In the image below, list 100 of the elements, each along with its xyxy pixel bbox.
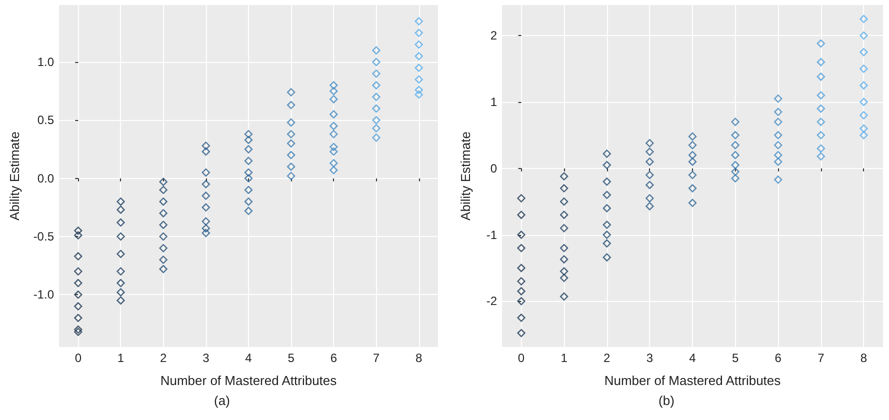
point: [74, 267, 82, 276]
point: [560, 172, 568, 180]
point: [560, 244, 568, 252]
point: [860, 14, 868, 24]
x-tick-label: 8: [860, 351, 868, 365]
point: [202, 203, 210, 212]
point: [244, 145, 253, 154]
x-axis-title: Number of Mastered Attributes: [604, 373, 782, 388]
point: [202, 224, 210, 232]
point: [286, 162, 296, 171]
point: [330, 110, 338, 118]
x-tick-label: 5: [732, 351, 739, 365]
point: [116, 218, 125, 227]
point: [414, 90, 423, 99]
point: [816, 131, 826, 140]
x-tick-label: 2: [604, 351, 611, 365]
point: [244, 197, 253, 206]
point: [202, 180, 210, 188]
x-tick-label: 1: [117, 351, 124, 365]
point: [286, 139, 296, 148]
point: [517, 328, 526, 338]
point: [330, 142, 338, 152]
point: [688, 184, 697, 192]
x-tick-label: 2: [160, 351, 167, 365]
point: [731, 141, 740, 150]
point: [244, 136, 253, 144]
point: [330, 81, 338, 90]
point: [74, 325, 82, 334]
x-tick-label: 6: [774, 351, 782, 365]
point: [602, 220, 611, 229]
point: [602, 230, 611, 239]
point: [414, 86, 423, 94]
point: [860, 81, 868, 90]
point: [860, 111, 868, 120]
point: [560, 197, 568, 206]
point: [602, 178, 611, 186]
point: [816, 39, 826, 48]
y-tick-label: 2: [490, 28, 498, 43]
point: [74, 302, 82, 310]
point: [372, 134, 380, 142]
point: [159, 220, 168, 229]
point: [517, 210, 526, 219]
point: [560, 210, 568, 219]
y-axis-title: Ability Estimate: [7, 132, 22, 220]
point: [202, 228, 210, 238]
point: [414, 64, 423, 72]
point: [159, 232, 168, 241]
point: [286, 130, 296, 138]
point: [860, 64, 868, 73]
point: [774, 141, 782, 150]
point: [602, 160, 611, 170]
point: [646, 158, 654, 166]
point: [372, 46, 380, 54]
point: [372, 104, 380, 113]
point: [731, 118, 740, 126]
point: [244, 206, 253, 215]
point: [74, 226, 82, 235]
point: [774, 118, 782, 126]
point: [116, 250, 125, 258]
point: [244, 130, 253, 138]
x-tick-label: 1: [560, 351, 568, 365]
y-tick-label: 1: [490, 94, 498, 109]
y-tick-label: -2: [486, 294, 498, 308]
point: [646, 194, 654, 202]
point: [159, 186, 168, 194]
point: [731, 131, 740, 140]
point: [731, 150, 740, 160]
y-tick-label: 0.5: [37, 113, 54, 128]
point: [688, 158, 697, 166]
point: [517, 244, 526, 252]
point: [602, 253, 611, 262]
point: [816, 91, 826, 100]
point: [774, 131, 782, 140]
point: [602, 150, 611, 158]
x-tick-label: 7: [372, 351, 380, 365]
point: [330, 122, 338, 130]
y-tick-label: 1.0: [37, 55, 54, 69]
point: [731, 174, 740, 182]
point: [74, 290, 82, 299]
x-tick-label: 8: [415, 351, 422, 365]
x-tick-label: 6: [330, 351, 338, 365]
point: [517, 287, 526, 296]
point: [74, 231, 82, 240]
point: [517, 230, 526, 239]
point: [202, 142, 210, 150]
point: [560, 274, 568, 282]
point: [202, 168, 210, 177]
point: [517, 277, 526, 286]
point: [816, 104, 826, 113]
x-tick-label: 3: [646, 351, 654, 365]
point: [560, 255, 568, 264]
point: [159, 256, 168, 264]
point: [688, 141, 697, 150]
point: [860, 98, 868, 106]
point: [330, 147, 338, 156]
point: [774, 176, 782, 184]
point: [202, 217, 210, 226]
point: [646, 170, 654, 180]
point: [560, 184, 568, 192]
point: [560, 267, 568, 276]
